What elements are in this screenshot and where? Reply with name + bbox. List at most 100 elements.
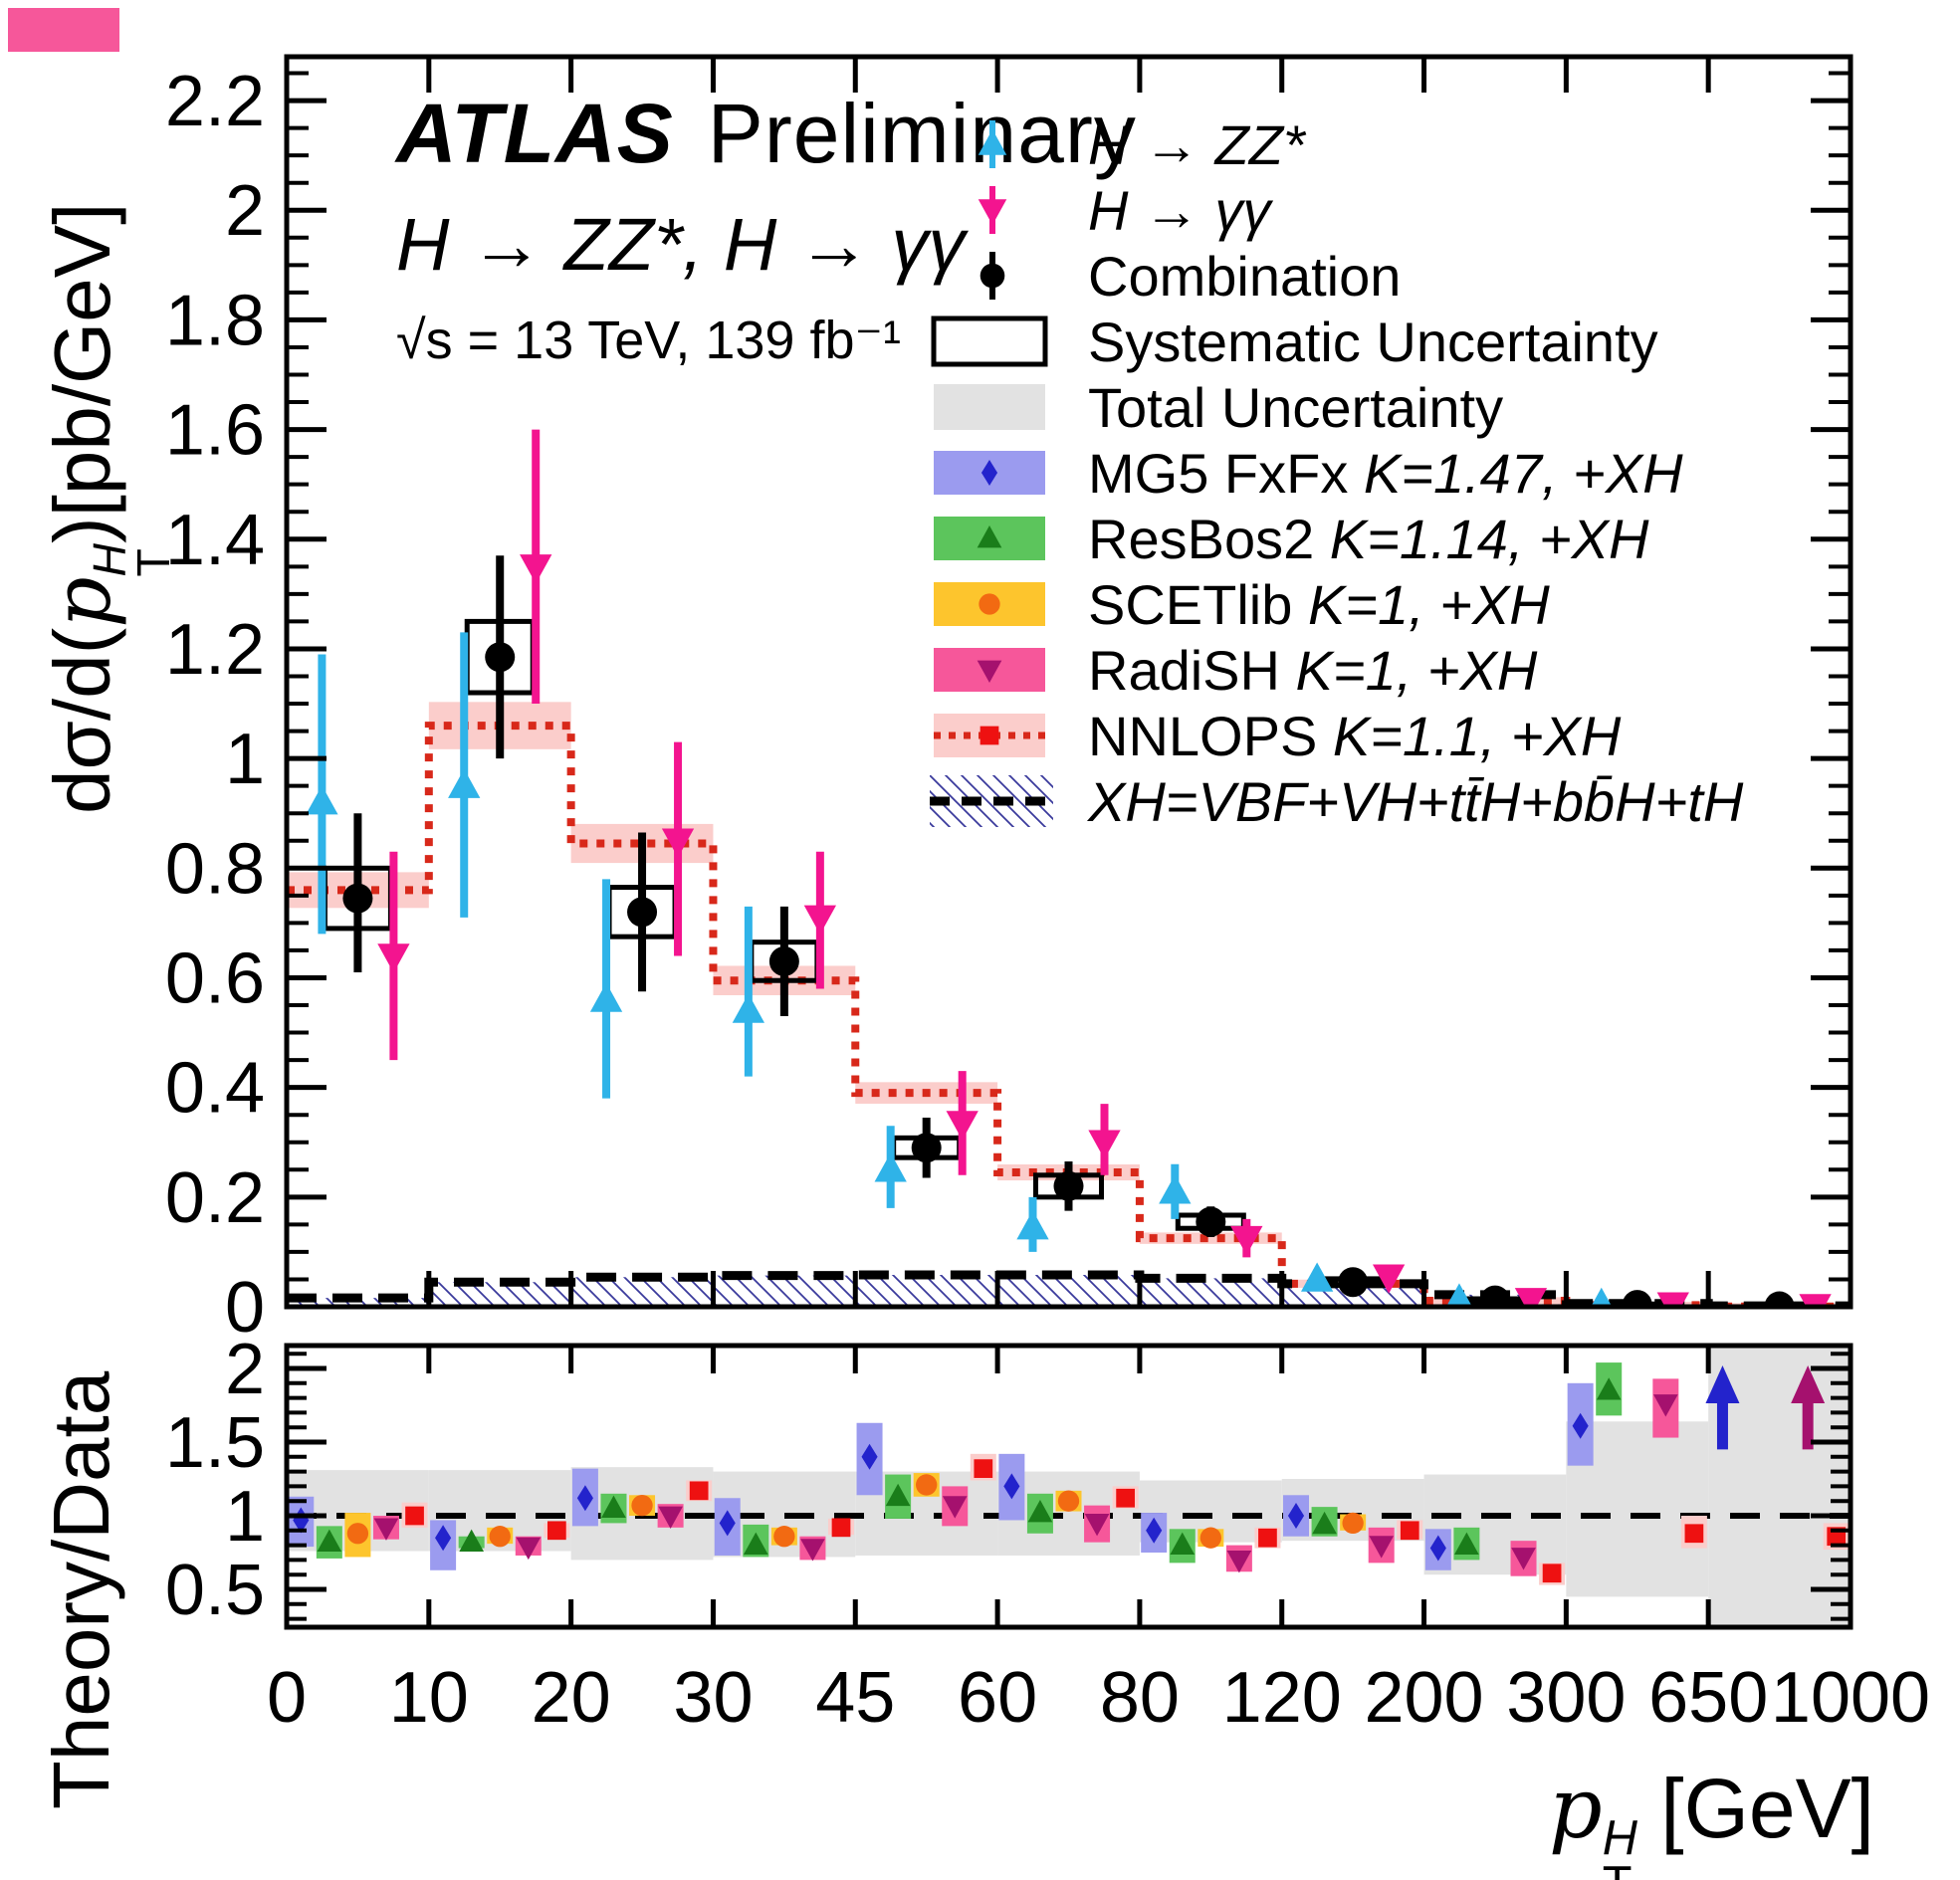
diamond-marker bbox=[1146, 1517, 1163, 1544]
circle-marker bbox=[980, 263, 1005, 289]
diamond-marker bbox=[435, 1525, 452, 1552]
ratio-series-nnlops bbox=[401, 1453, 1850, 1585]
circle-marker bbox=[489, 1526, 511, 1548]
process-label: H → ZZ*, H → γγ bbox=[396, 203, 966, 286]
main-frame bbox=[284, 54, 1853, 1310]
x-tick-label: 20 bbox=[532, 1658, 611, 1738]
legend-item-total: Total Uncertainty bbox=[926, 374, 1743, 440]
x-tick-label: 60 bbox=[958, 1658, 1037, 1738]
legend-scetlib-label: SCETlib K=1, +XH bbox=[1088, 572, 1550, 636]
triangle-down-marker bbox=[977, 660, 1002, 683]
legend-total-icon bbox=[934, 384, 1045, 430]
x-tick-label: 200 bbox=[1364, 1658, 1483, 1738]
series-combination bbox=[342, 555, 1795, 1307]
offscale-arrow-radish bbox=[1791, 1365, 1826, 1450]
combination-marker bbox=[1338, 1267, 1369, 1298]
triangle-down-marker bbox=[800, 1539, 825, 1562]
combination-marker bbox=[1479, 1285, 1510, 1307]
ratio-series-mg5 bbox=[288, 1382, 1594, 1570]
legend-radish-icon bbox=[934, 648, 1045, 692]
triangle-up-marker bbox=[732, 993, 765, 1023]
x-tick-label: 1000 bbox=[1771, 1658, 1930, 1738]
axes: 00.20.40.60.811.21.41.61.822.20.511.520 1… bbox=[165, 54, 1930, 1738]
legend-item-resbos2: ResBos2 K=1.14, +XH bbox=[926, 506, 1743, 571]
x-tick-label: 45 bbox=[815, 1658, 895, 1738]
experiment-name: ATLAS bbox=[396, 87, 674, 180]
energy-lumi-label: √s = 13 TeV, 139 fb⁻¹ bbox=[396, 311, 901, 370]
combination-marker bbox=[768, 945, 799, 976]
triangle-up-marker bbox=[601, 1495, 626, 1518]
circle-marker bbox=[916, 1474, 938, 1496]
triangle-up-marker bbox=[743, 1532, 768, 1555]
triangle-up-marker bbox=[1300, 1262, 1334, 1292]
ratio-y-tick-label: 2 bbox=[225, 1330, 265, 1409]
legend-h-gg-label: H → γγ bbox=[1088, 178, 1271, 242]
combination-marker bbox=[627, 897, 658, 928]
triangle-up-marker bbox=[448, 768, 481, 798]
legend-item-xh: XH=VBF+VH+tt̄H+bb̄H+tH bbox=[926, 768, 1743, 834]
legend-xh-label: XH=VBF+VH+tt̄H+bb̄H+tH bbox=[1088, 769, 1744, 833]
legend-h-gg-icon bbox=[978, 186, 1007, 234]
triangle-down-marker bbox=[1088, 1130, 1121, 1159]
combination-marker bbox=[485, 642, 516, 673]
triangle-up-marker bbox=[1591, 1287, 1613, 1307]
square-marker bbox=[1684, 1524, 1704, 1544]
triangle-down-marker bbox=[661, 828, 695, 858]
legend-h-zz-icon bbox=[978, 120, 1007, 168]
legend-total-label: Total Uncertainty bbox=[1088, 375, 1504, 439]
triangle-up-marker bbox=[874, 1152, 907, 1182]
legend-nnlops-icon bbox=[934, 714, 1045, 757]
triangle-down-marker bbox=[516, 1537, 542, 1561]
main-y-tick-label: 1.2 bbox=[165, 610, 265, 690]
triangle-down-marker bbox=[1514, 1288, 1548, 1307]
legend-syst-label: Systematic Uncertainty bbox=[1088, 310, 1658, 373]
combination-marker bbox=[911, 1133, 942, 1163]
combination-marker bbox=[1196, 1206, 1226, 1237]
square-marker bbox=[1400, 1521, 1419, 1541]
offscale-arrow-mg5 bbox=[1705, 1365, 1740, 1450]
legend-item-mg5: MG5 FxFx K=1.47, +XH bbox=[926, 440, 1743, 506]
circle-marker bbox=[773, 1526, 795, 1548]
legend-item-h-zz: H → ZZ* bbox=[926, 111, 1743, 177]
legend-item-radish: RadiSH K=1, +XH bbox=[926, 637, 1743, 703]
main-y-tick-label: 1.4 bbox=[165, 501, 265, 580]
x-tick-label: 650 bbox=[1648, 1658, 1768, 1738]
diamond-marker bbox=[1003, 1473, 1020, 1500]
main-y-tick-label: 0 bbox=[225, 1268, 265, 1348]
triangle-up-marker bbox=[1159, 1174, 1192, 1204]
square-marker bbox=[546, 1521, 566, 1541]
triangle-up-marker bbox=[589, 982, 623, 1012]
square-marker bbox=[1258, 1528, 1277, 1548]
x-axis-title: pHT [GeV] bbox=[1548, 1760, 1874, 1880]
x-tick-label: 10 bbox=[389, 1658, 469, 1738]
diamond-marker bbox=[576, 1485, 593, 1512]
triangle-up-marker bbox=[978, 129, 1007, 155]
triangle-down-marker bbox=[658, 1506, 683, 1529]
legend-mg5-icon bbox=[934, 451, 1045, 495]
legend-comb-icon bbox=[980, 252, 1005, 300]
diamond-marker bbox=[719, 1510, 736, 1537]
combination-marker bbox=[1622, 1290, 1652, 1307]
legend-syst-icon bbox=[931, 315, 1048, 367]
legend-resbos2-label: ResBos2 K=1.14, +XH bbox=[1088, 507, 1649, 570]
triangle-down-marker bbox=[1511, 1548, 1536, 1570]
ratio-y-tick-label: 0.5 bbox=[165, 1551, 265, 1630]
triangle-down-marker bbox=[1226, 1551, 1252, 1573]
triangle-down-marker bbox=[1084, 1514, 1110, 1537]
ratio-y-tick-label: 1.5 bbox=[165, 1403, 265, 1483]
diamond-marker bbox=[1287, 1503, 1305, 1529]
triangle-down-marker bbox=[377, 943, 410, 973]
combination-marker bbox=[1053, 1170, 1084, 1201]
triangle-up-marker bbox=[1312, 1511, 1337, 1535]
triangle-up-marker bbox=[1454, 1532, 1479, 1555]
diamond-marker bbox=[1429, 1535, 1446, 1562]
triangle-down-marker bbox=[1799, 1294, 1832, 1307]
main-y-tick-label: 0.2 bbox=[165, 1158, 265, 1238]
square-marker bbox=[1542, 1564, 1562, 1583]
triangle-up-marker bbox=[306, 785, 338, 815]
main-y-tick-label: 1 bbox=[225, 720, 265, 799]
triangle-down-marker bbox=[1369, 1536, 1395, 1559]
triangle-up-marker bbox=[1016, 1210, 1049, 1240]
triangle-down-marker bbox=[1656, 1292, 1689, 1307]
triangle-up-marker bbox=[885, 1483, 911, 1507]
